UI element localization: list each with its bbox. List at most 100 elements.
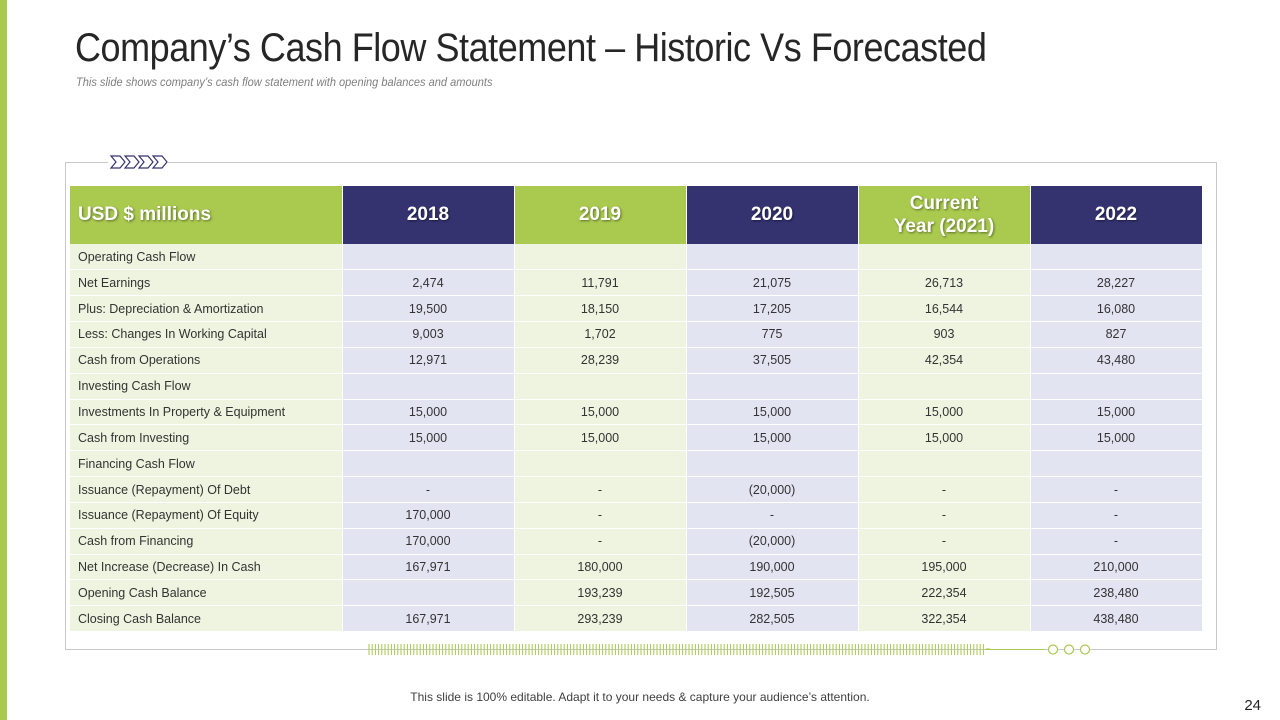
- cell-value: 9,003: [342, 321, 515, 348]
- cell-value: [514, 244, 687, 271]
- page-subtitle: This slide shows company’s cash flow sta…: [76, 75, 493, 89]
- cell-value: [342, 244, 515, 271]
- table-row: Cash from Investing 15,000 15,000 15,000 15,…: [70, 424, 1203, 452]
- cell-value: [686, 244, 859, 271]
- cell-value: 190,000: [686, 554, 859, 581]
- cell-value: 238,480: [1030, 579, 1203, 607]
- cell-value: -: [858, 476, 1031, 503]
- cell-value: 2,474: [342, 269, 515, 297]
- cell-value: 15,000: [342, 424, 515, 452]
- cell-value: [514, 373, 687, 400]
- cell-value: 11,791: [514, 269, 687, 297]
- cell-value: 15,000: [686, 399, 859, 426]
- row-label: Investments In Property & Equipment: [70, 399, 343, 426]
- cash-flow-table: USD $ millions 2018 2019 2020 Current Ye…: [70, 186, 1203, 633]
- header-label: USD $ millions: [70, 186, 343, 244]
- cell-value: 19,500: [342, 295, 515, 323]
- cell-value: -: [1030, 476, 1203, 503]
- table-row: Cash from Operations 12,971 28,239 37,505 42…: [70, 347, 1203, 374]
- cell-value: -: [514, 476, 687, 503]
- row-label: Opening Cash Balance: [70, 579, 343, 607]
- cell-value: 37,505: [686, 347, 859, 374]
- table-row: Investing Cash Flow: [70, 373, 1203, 400]
- cell-value: 42,354: [858, 347, 1031, 374]
- cell-value: 15,000: [342, 399, 515, 426]
- header-year: Current Year (2021): [858, 186, 1031, 244]
- table-row: Closing Cash Balance 167,971 293,239 282,50…: [70, 605, 1203, 633]
- cell-value: 26,713: [858, 269, 1031, 297]
- cell-value: -: [342, 476, 515, 503]
- table-row: Operating Cash Flow: [70, 244, 1203, 271]
- row-label: Issuance (Repayment) Of Debt: [70, 476, 343, 503]
- header-year: 2022: [1030, 186, 1203, 244]
- cell-value: 12,971: [342, 347, 515, 374]
- header-year: 2019: [514, 186, 687, 244]
- cell-value: 1,702: [514, 321, 687, 348]
- cell-value: [686, 373, 859, 400]
- row-label: Financing Cash Flow: [70, 450, 343, 478]
- cell-value: 15,000: [514, 424, 687, 452]
- cell-value: 192,505: [686, 579, 859, 607]
- cell-value: 17,205: [686, 295, 859, 323]
- cell-value: 15,000: [858, 424, 1031, 452]
- cell-value: [1030, 244, 1203, 271]
- table-row: Opening Cash Balance 193,239 192,505 222,35…: [70, 579, 1203, 607]
- cell-value: [858, 373, 1031, 400]
- cell-value: 827: [1030, 321, 1203, 348]
- cell-value: 28,227: [1030, 269, 1203, 297]
- cell-value: -: [1030, 528, 1203, 555]
- table-row: Net Increase (Decrease) In Cash 167,971 18…: [70, 554, 1203, 581]
- header-year: 2020: [686, 186, 859, 244]
- cell-value: [686, 450, 859, 478]
- cell-value: [858, 450, 1031, 478]
- row-label: Plus: Depreciation & Amortization: [70, 295, 343, 323]
- cell-value: 43,480: [1030, 347, 1203, 374]
- cell-value: [1030, 373, 1203, 400]
- page-title: Company’s Cash Flow Statement – Historic…: [75, 26, 987, 70]
- row-label: Closing Cash Balance: [70, 605, 343, 633]
- cell-value: -: [1030, 502, 1203, 529]
- cell-value: [342, 450, 515, 478]
- row-label: Cash from Financing: [70, 528, 343, 555]
- circle-chain-icon: [985, 644, 1091, 655]
- cell-value: 167,971: [342, 605, 515, 633]
- cell-value: 15,000: [686, 424, 859, 452]
- cell-value: 167,971: [342, 554, 515, 581]
- left-accent-bar: [0, 0, 7, 720]
- table-row: Financing Cash Flow: [70, 450, 1203, 478]
- cell-value: 28,239: [514, 347, 687, 374]
- cell-value: 21,075: [686, 269, 859, 297]
- row-label: Cash from Investing: [70, 424, 343, 452]
- row-label: Issuance (Repayment) Of Equity: [70, 502, 343, 529]
- cell-value: 210,000: [1030, 554, 1203, 581]
- cell-value: 170,000: [342, 528, 515, 555]
- cell-value: 322,354: [858, 605, 1031, 633]
- cell-value: [514, 450, 687, 478]
- cell-value: 903: [858, 321, 1031, 348]
- cell-value: 775: [686, 321, 859, 348]
- row-label: Net Earnings: [70, 269, 343, 297]
- row-label: Net Increase (Decrease) In Cash: [70, 554, 343, 581]
- cell-value: -: [514, 528, 687, 555]
- cell-value: [342, 579, 515, 607]
- cell-value: 15,000: [514, 399, 687, 426]
- cell-value: -: [858, 528, 1031, 555]
- table-row: Cash from Financing 170,000- (20,000) - -: [70, 528, 1203, 555]
- cell-value: [858, 244, 1031, 271]
- table-row: Less: Changes In Working Capital 9,003 1,7…: [70, 321, 1203, 348]
- header-year: 2018: [342, 186, 515, 244]
- cell-value: 16,544: [858, 295, 1031, 323]
- table-row: Plus: Depreciation & Amortization 19,500 1…: [70, 295, 1203, 323]
- row-label: Cash from Operations: [70, 347, 343, 374]
- table-row: Investments In Property & Equipment 15,00…: [70, 399, 1203, 426]
- table-row: Issuance (Repayment) Of Debt - - (20,000) - -: [70, 476, 1203, 503]
- cell-value: 15,000: [1030, 399, 1203, 426]
- decorative-divider: [368, 644, 990, 655]
- chevron-arrows-icon: [108, 153, 168, 171]
- row-label: Less: Changes In Working Capital: [70, 321, 343, 348]
- cell-value: 195,000: [858, 554, 1031, 581]
- footer-note: This slide is 100% editable. Adapt it to…: [410, 690, 870, 704]
- cell-value: 282,505: [686, 605, 859, 633]
- cell-value: 180,000: [514, 554, 687, 581]
- table-row: Issuance (Repayment) Of Equity 170,000- - -…: [70, 502, 1203, 529]
